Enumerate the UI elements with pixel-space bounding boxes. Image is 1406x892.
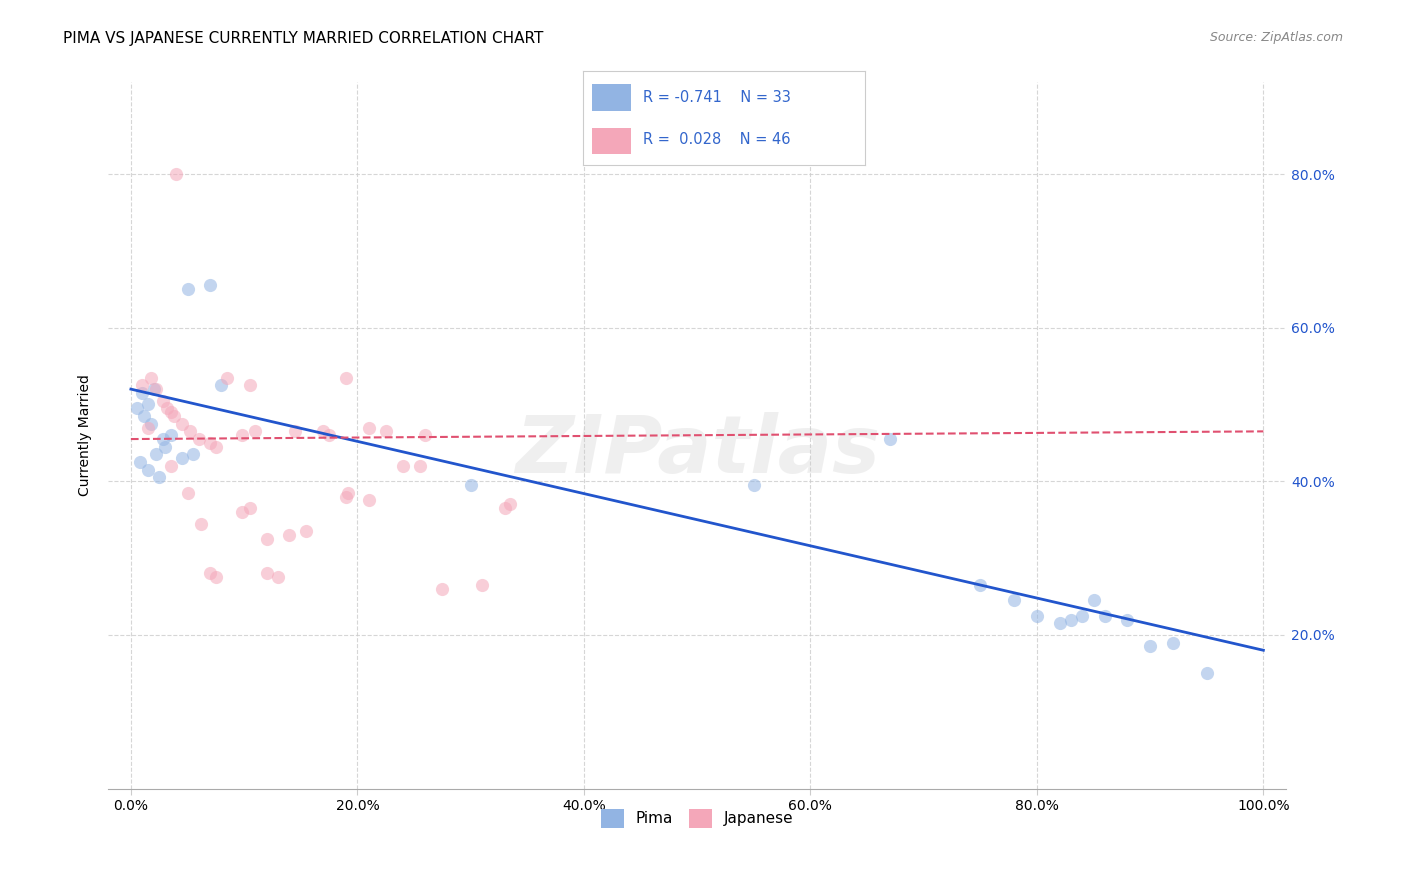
Point [284, 425, 307, 439]
Point [176, 282, 198, 296]
Point [969, 578, 991, 592]
Point [1083, 593, 1105, 607]
Point [165, 167, 187, 181]
Point [205, 440, 228, 454]
Point [131, 378, 153, 392]
Point [318, 428, 340, 442]
Point [494, 501, 516, 516]
Point [1002, 593, 1025, 607]
Point [145, 382, 167, 396]
Point [142, 382, 165, 396]
Point [170, 417, 193, 431]
Point [145, 447, 167, 461]
Point [131, 386, 153, 401]
Text: ZIPatlas: ZIPatlas [515, 411, 880, 490]
Point [141, 417, 163, 431]
Point [1094, 608, 1116, 623]
Point [295, 524, 318, 539]
Point [176, 485, 198, 500]
Point [1116, 613, 1139, 627]
Point [239, 501, 262, 516]
Point [148, 470, 170, 484]
Point [357, 420, 380, 434]
Point [879, 432, 901, 446]
Point [163, 409, 186, 423]
Text: R = -0.741    N = 33: R = -0.741 N = 33 [643, 90, 790, 105]
Point [187, 432, 209, 446]
Point [1025, 608, 1047, 623]
Bar [592, 128, 631, 153]
Point [181, 447, 204, 461]
Point [152, 393, 174, 408]
Point [141, 370, 163, 384]
Point [415, 428, 437, 442]
Point [179, 425, 201, 439]
Point [471, 578, 494, 592]
Point [1161, 635, 1184, 649]
Point [205, 570, 228, 584]
Point [1195, 666, 1218, 681]
Text: R =  0.028    N = 46: R = 0.028 N = 46 [643, 132, 790, 147]
Point [312, 425, 335, 439]
Point [337, 485, 360, 500]
Point [159, 458, 181, 473]
Point [231, 428, 253, 442]
Point [432, 582, 454, 596]
Point [239, 378, 262, 392]
Point [156, 401, 179, 416]
Point [408, 458, 430, 473]
Point [159, 428, 181, 442]
Point [267, 570, 290, 584]
Point [1071, 608, 1094, 623]
Point [129, 455, 152, 469]
Point [278, 528, 301, 542]
Point [170, 451, 193, 466]
Point [198, 566, 221, 581]
Point [335, 490, 357, 504]
Point [159, 405, 181, 419]
Bar [592, 85, 631, 111]
Y-axis label: Currently Married: Currently Married [79, 375, 93, 496]
Point [742, 478, 765, 492]
Point [134, 409, 156, 423]
Point [256, 566, 278, 581]
Point [190, 516, 212, 531]
Point [136, 397, 159, 411]
Point [211, 378, 233, 392]
Point [125, 401, 148, 416]
Point [217, 370, 239, 384]
Point [198, 436, 221, 450]
Text: Source: ZipAtlas.com: Source: ZipAtlas.com [1209, 31, 1343, 45]
Point [231, 505, 253, 519]
Point [391, 458, 413, 473]
Point [1049, 616, 1071, 631]
Point [1139, 640, 1161, 654]
Point [357, 493, 380, 508]
Point [136, 420, 159, 434]
Point [245, 425, 267, 439]
Point [198, 278, 221, 293]
Point [136, 463, 159, 477]
Point [153, 440, 176, 454]
Text: PIMA VS JAPANESE CURRENTLY MARRIED CORRELATION CHART: PIMA VS JAPANESE CURRENTLY MARRIED CORRE… [63, 31, 544, 46]
Point [152, 432, 174, 446]
Point [460, 478, 482, 492]
Point [374, 425, 396, 439]
Point [335, 370, 357, 384]
Point [1060, 613, 1083, 627]
Legend: Pima, Japanese: Pima, Japanese [595, 803, 800, 834]
Point [256, 532, 278, 546]
Point [499, 497, 522, 511]
